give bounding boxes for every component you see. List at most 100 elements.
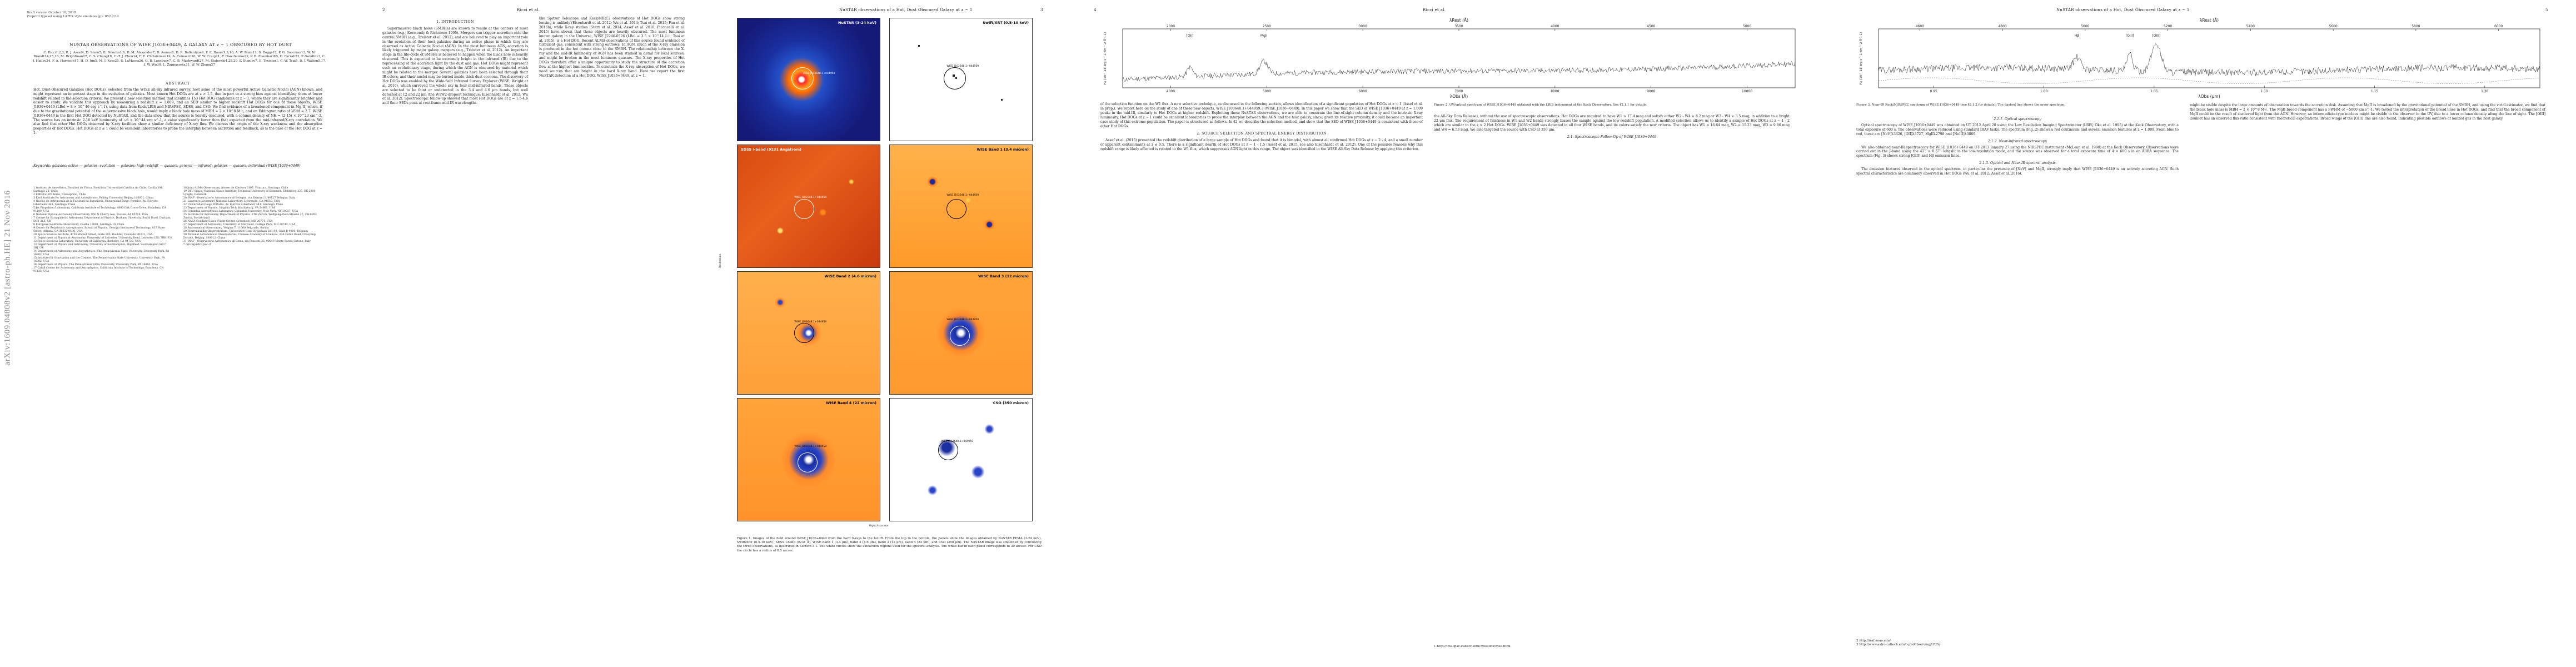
tick-label-bottom: 6000 (1359, 89, 1367, 93)
figure-2-caption: Figure 2. UV/optical spectrum of WISE J1… (1434, 103, 1647, 107)
tick-label-bottom: 10000 (1742, 89, 1752, 93)
subsection-heading: 2.1.1. Optical spectroscopy (1994, 117, 2041, 121)
page-number: 2 (382, 8, 385, 12)
panel-wise-w3: WISE Band 3 (12 micron) WISE J103648.1+0… (889, 271, 1033, 395)
paper-title: NUSTAR OBSERVATIONS OF WISE J1036+0449, … (69, 42, 292, 47)
tick-label-top: 4000 (1551, 24, 1559, 28)
top-axis-label: λRest (Å) (1449, 18, 1468, 23)
page-number: 3 (1040, 8, 1043, 12)
top-axis-label: λRest (Å) (2200, 18, 2219, 23)
y-axis-label: Fλ (10^-18 erg s^-1 cm^-2 Å^-1) (1859, 32, 1863, 84)
panel-cso: CSO (350 micron) WISE J103648.1+044959 (889, 398, 1033, 521)
column-left: of the selection function on the W1 flux… (1100, 102, 1423, 152)
paragraph: like Spitzer Telescope and Keck/NIRC2 ob… (539, 17, 685, 78)
author-list: C. Ricci1,2,3, R. J. Assef4, D. Stern5, … (33, 51, 326, 67)
tick-label-top: 5000 (2081, 24, 2089, 28)
tick-label-top: 4500 (1647, 24, 1655, 28)
running-head: Ricci et al. (1423, 8, 1446, 12)
page-2: 2 Ricci et al. 1. INTRODUCTION Supermass… (356, 0, 711, 667)
subsection-heading: 2.1.3. Optical and Near-IR spectral anal… (1979, 161, 2056, 166)
plot-frame (1122, 28, 1796, 88)
extraction-circle (794, 198, 815, 219)
figure-3-caption: Figure 3. Near-IR Keck/NIRSPEC spectrum … (1856, 103, 2066, 107)
extraction-circle (794, 323, 815, 344)
emission-line-label: [OII] (1187, 34, 1194, 38)
x-axis-label: λObs (Å) (1450, 94, 1468, 99)
spectrum-trace (1878, 43, 2540, 76)
draft-notice: Draft version October 10, 2018 Preprint … (27, 11, 119, 18)
panel-swift: Swift/XRT (0.5-10 keV) WISE J103648.1+04… (889, 18, 1033, 141)
footnote: 1 http://irsa.ipac.caltech.edu/Missions/… (1434, 645, 1511, 648)
tick-label-top: 5600 (2329, 24, 2337, 28)
y-axis-label: Fλ (10^-18 erg s^-1 cm^-2 Å^-1) (1103, 32, 1107, 84)
figure-1-caption: Figure 1. Images of the field around WIS… (737, 537, 1042, 552)
tick-label-top: 3000 (1359, 24, 1367, 28)
affiliations-right: 18 Joint ALMA Observatory, Alonso de Cór… (183, 187, 317, 246)
axis-label-ra: Right Ascension (869, 525, 889, 527)
abstract-heading: ABSTRACT (165, 81, 191, 86)
section-heading: 1. INTRODUCTION (436, 20, 474, 24)
paragraph: of the selection function on the W1 flux… (1100, 102, 1423, 128)
column-right: might be visible despite the large amoun… (2190, 103, 2545, 121)
tick-label-top: 6000 (2494, 24, 2503, 28)
running-head: NuSTAR observations of a Hot, Dust Obscu… (839, 8, 973, 12)
panel-wise-w4: WISE Band 4 (22 micron) WISE J103648.1+0… (737, 398, 880, 521)
column-right: the All-Sky Data Release), without the u… (1434, 115, 1790, 141)
tick-label-top: 5400 (2246, 24, 2255, 28)
page-4: 4 Ricci et al. 4000 5000 6000 7000 8000 9000 1… (1067, 0, 1823, 667)
paragraph: Optical spectroscopy of WISE J1036+0449 … (1856, 123, 2179, 136)
keywords: Keywords: galaxies: active — galaxies: e… (33, 164, 301, 168)
tick-label-bottom: 1.10 (2260, 89, 2268, 93)
abstract-text: Hot, Dust-Obscured Galaxies (Hot DOGs), … (33, 88, 322, 135)
spectrum-trace (1122, 58, 1796, 82)
error-spectrum (1878, 77, 2540, 84)
footnotes: 2 http://iraf.noao.edu/ 3 http://www.ast… (1856, 639, 1940, 647)
tick-label-top: 2500 (1263, 24, 1271, 28)
xray-photon (1000, 99, 1003, 101)
extraction-circle (938, 440, 959, 460)
emission-line-label: MgII (1260, 34, 1268, 38)
page-3: NuSTAR observations of a Hot, Dust Obscu… (711, 0, 1067, 667)
panel-wise-w2: WISE Band 2 (4.6 micron) WISE J103648.1+… (737, 271, 880, 395)
tick-label-bottom: 1.05 (2150, 89, 2158, 93)
tick-label-bottom: 0.95 (1930, 89, 1937, 93)
tick-label-top: 5200 (2164, 24, 2172, 28)
page-number: 4 (1094, 8, 1097, 12)
tick-label-bottom: 4000 (1167, 89, 1175, 93)
emission-line-label: [OIII] (2126, 34, 2134, 38)
paragraph: might be visible despite the large amoun… (2190, 103, 2545, 121)
x-axis-label: λObs (μm) (2198, 94, 2220, 99)
tick-label-top: 2000 (1167, 24, 1175, 28)
arxiv-stamp: arXiv:1609.04808v2 [astro-ph.HE] 21 Nov … (3, 190, 12, 366)
page-number: 5 (2545, 8, 2548, 12)
page-1: arXiv:1609.04808v2 [astro-ph.HE] 21 Nov … (0, 0, 356, 667)
page-5: NuSTAR observations of a Hot, Dust Obscu… (1823, 0, 2576, 667)
tick-label-top: 4800 (1998, 24, 2006, 28)
tick-label-bottom: 1.00 (2040, 89, 2048, 93)
spectrum-plot: 4000 5000 6000 7000 8000 9000 10000 2000 2500 300… (1103, 18, 1796, 99)
emission-line-label: Hβ (2075, 34, 2080, 38)
tick-label-bottom: 7000 (1454, 89, 1463, 93)
figure-1-image-grid: NuSTAR (3-24 keV) WISE J103648.1+044959 … (719, 18, 1058, 532)
tick-label-top: 5800 (2411, 24, 2420, 28)
extraction-circle (797, 452, 818, 472)
panel-wise-w1: WISE Band 1 (3.4 micron) WISE J103648.1+… (889, 145, 1033, 268)
tick-label-bottom: 9000 (1647, 89, 1655, 93)
column-left: 2.1.1. Optical spectroscopy Optical spec… (1856, 115, 2179, 176)
extraction-circle (946, 198, 967, 219)
tick-label-bottom: 1.15 (2371, 89, 2379, 93)
tick-label-top: 3500 (1454, 24, 1463, 28)
tick-label-bottom: 8000 (1551, 89, 1559, 93)
figure-2-spectrum: 4000 5000 6000 7000 8000 9000 10000 2000 2500 300… (1100, 17, 1801, 100)
tick-label-bottom: 5000 (1263, 89, 1271, 93)
panel-nustar: NuSTAR (3-24 keV) WISE J103648.1+044959 (737, 18, 880, 141)
paragraph: Assef et al. (2015) presented the redshi… (1100, 138, 1423, 152)
extraction-circle (791, 67, 814, 89)
panel-sdss: SDSS i-band (9231 Angstrom) WISE J103648… (737, 145, 880, 268)
tick-label-bottom: 1.20 (2481, 89, 2489, 93)
column-left: 1. INTRODUCTION Supermassive black holes… (382, 17, 528, 106)
extraction-circle (944, 67, 966, 89)
plot-frame (1878, 28, 2540, 88)
xray-photon (918, 45, 920, 47)
paragraph: the All-Sky Data Release), without the u… (1434, 115, 1790, 132)
